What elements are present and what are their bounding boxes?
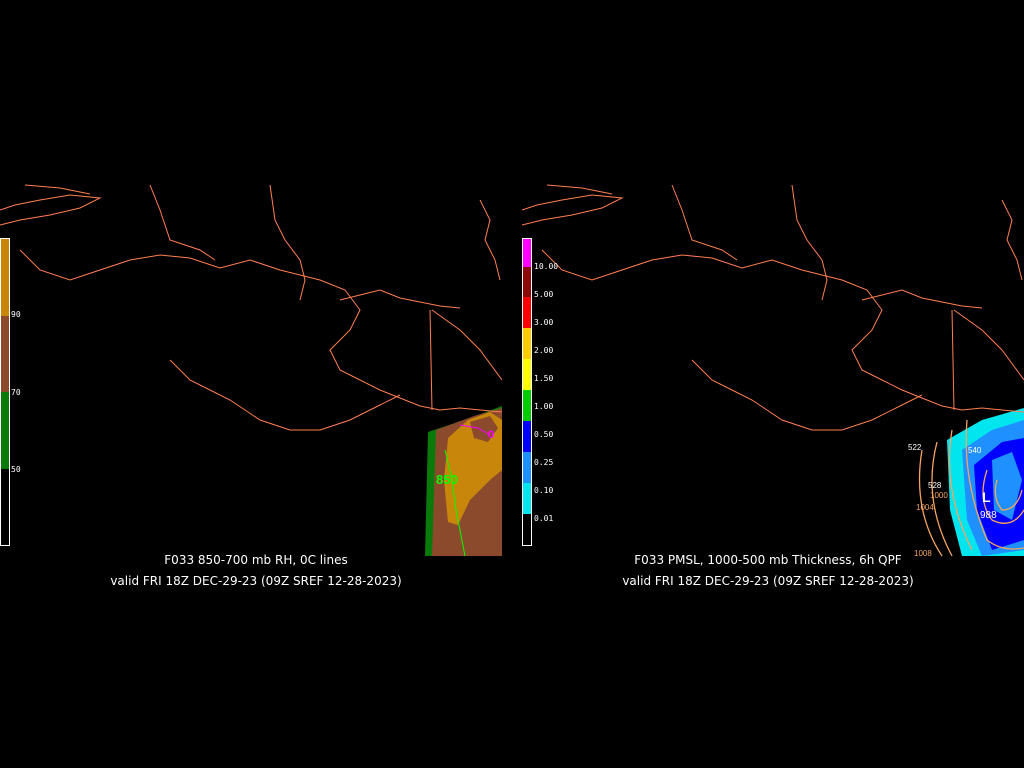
pmsl-map-panel: 522 528 1000 1004 1008 540 988 L <box>522 180 1024 560</box>
pmsl-map-valid-time: valid FRI 18Z DEC-29-23 (09Z SREF 12-28-… <box>622 574 914 588</box>
qpf-colorbar-label: 5.00 <box>534 290 554 299</box>
qpf-colorbar-segment <box>523 328 531 360</box>
rh-colorbar-segment <box>1 392 9 469</box>
pressure-label-1008: 1008 <box>914 549 932 558</box>
rh-colorbar-segment <box>1 315 9 392</box>
qpf-colorbar-label: 0.50 <box>534 430 554 439</box>
zero-label: 0 <box>488 429 494 441</box>
freezing-line-label: 850 <box>436 472 458 487</box>
qpf-colorbar-segment <box>523 514 531 545</box>
qpf-colorbar-label: 10.00 <box>534 262 559 271</box>
qpf-colorbar-segment <box>523 390 531 422</box>
qpf-colorbar-segment <box>523 483 531 515</box>
thickness-label-528: 528 <box>928 481 942 490</box>
low-pressure-marker: L <box>982 489 991 505</box>
rh-colorbar-label-50: 50 <box>11 465 21 474</box>
rh-colorbar-segment <box>1 468 9 545</box>
rh-map-valid-time: valid FRI 18Z DEC-29-23 (09Z SREF 12-28-… <box>110 574 402 588</box>
zero-c-lines <box>444 424 491 557</box>
coastline <box>0 184 502 431</box>
thickness-label-522: 522 <box>908 443 922 452</box>
isobars-thickness <box>918 419 1024 557</box>
rh-colorbar-label-90: 90 <box>11 310 21 319</box>
rh-map-title: F033 850-700 mb RH, 0C lines <box>164 553 348 567</box>
pressure-label-1000: 1000 <box>930 491 948 500</box>
qpf-colorbar-segment <box>523 421 531 453</box>
coastline <box>522 184 1024 431</box>
qpf-colorbar-label: 2.00 <box>534 346 554 355</box>
qpf-colorbar-label: 0.10 <box>534 486 554 495</box>
qpf-colorbar-segment <box>523 266 531 298</box>
qpf-colorbar-segment <box>523 297 531 329</box>
qpf-colorbar-label: 1.50 <box>534 374 554 383</box>
pmsl-map: 522 528 1000 1004 1008 540 988 L <box>522 184 1024 558</box>
rh-colorbar <box>0 238 10 546</box>
rh-map: 850 0 <box>0 184 502 557</box>
pmsl-map-title: F033 PMSL, 1000-500 mb Thickness, 6h QPF <box>634 553 902 567</box>
qpf-colorbar-label: 1.00 <box>534 402 554 411</box>
rh-shading <box>425 406 502 556</box>
rh-map-panel: 850 0 <box>0 180 502 560</box>
qpf-colorbar-label: 0.25 <box>534 458 554 467</box>
qpf-colorbar-segment <box>523 359 531 391</box>
qpf-colorbar-segment <box>523 452 531 484</box>
qpf-colorbar-segment <box>523 239 531 267</box>
low-pressure-value: 988 <box>980 510 997 521</box>
qpf-shading <box>947 408 1024 556</box>
qpf-colorbar <box>522 238 532 546</box>
pressure-label-1004: 1004 <box>916 503 934 512</box>
qpf-colorbar-label: 0.01 <box>534 514 554 523</box>
qpf-colorbar-label: 3.00 <box>534 318 554 327</box>
rh-colorbar-label-70: 70 <box>11 388 21 397</box>
thickness-label-540: 540 <box>968 446 982 455</box>
rh-colorbar-segment <box>1 239 9 316</box>
